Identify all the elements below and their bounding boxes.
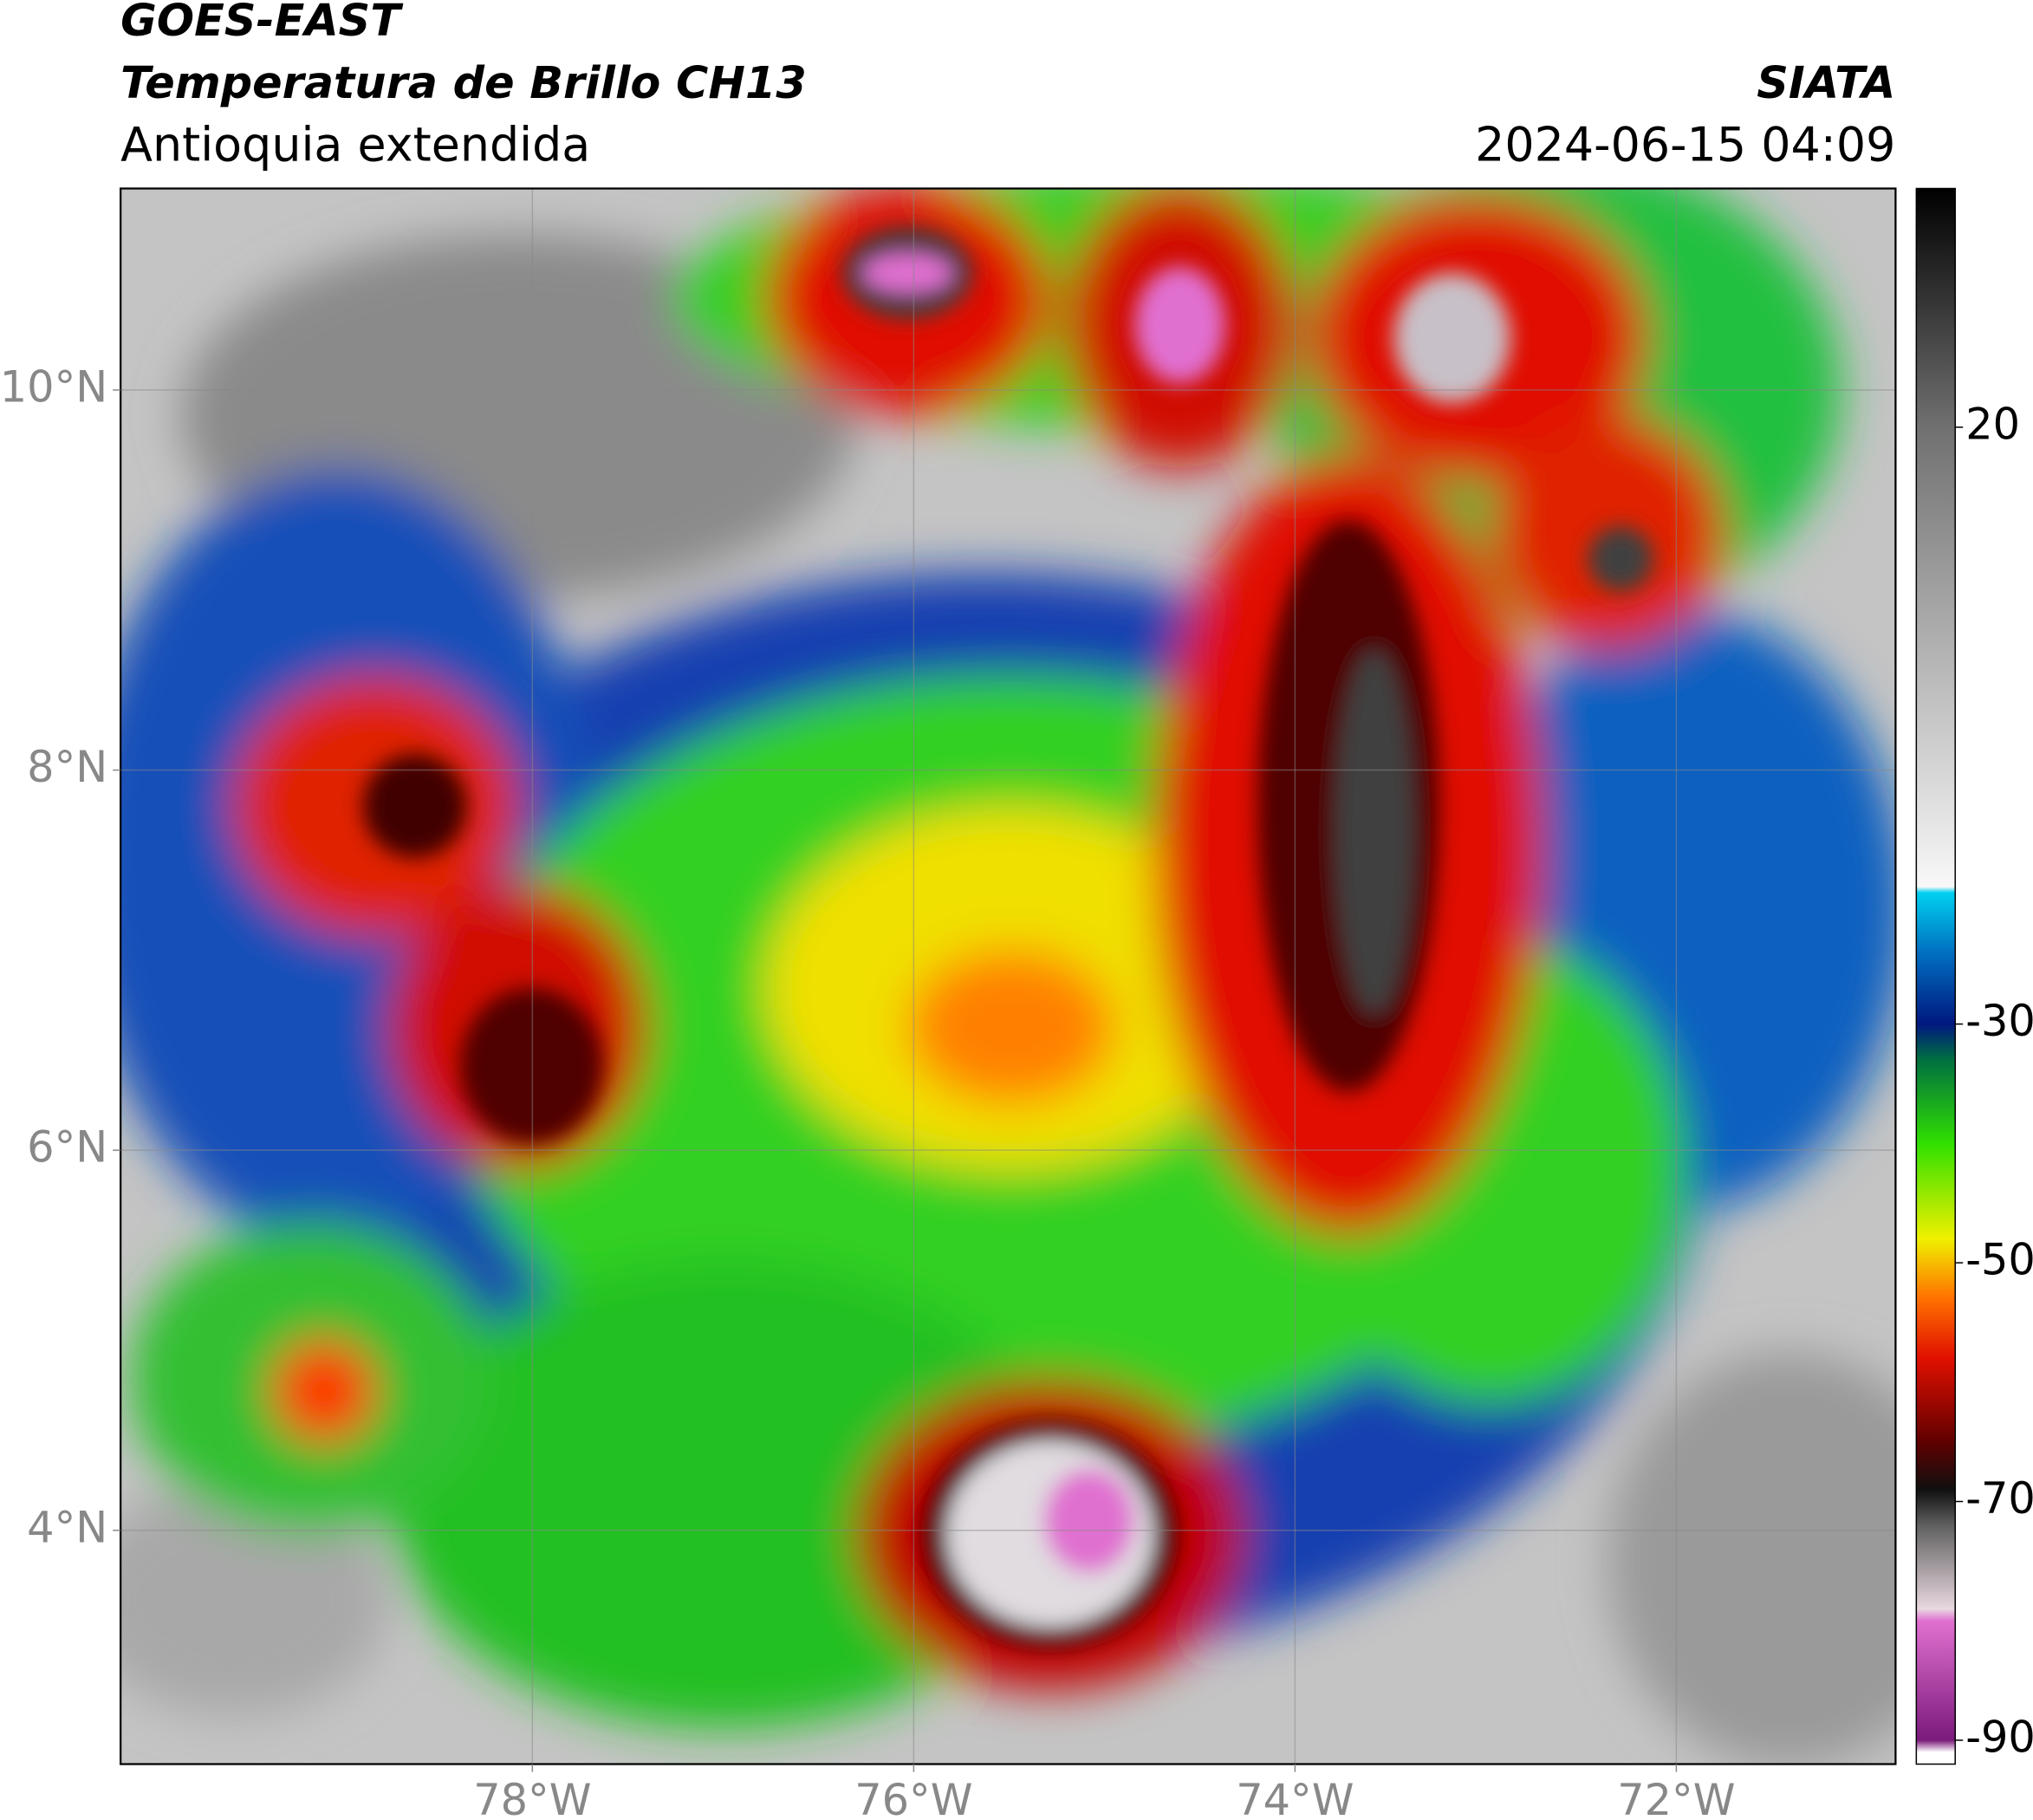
region: Antioquia extendida	[120, 118, 590, 172]
satellite-image	[120, 188, 1896, 1765]
x-tick-label: 76°W	[854, 1775, 972, 1820]
colorbar-tick-label: -50	[1965, 1235, 2033, 1285]
datetime: 2024-06-15 04:09	[1475, 118, 1895, 172]
colorbar-tick-label: 20	[1965, 399, 2020, 449]
colorbar-tick-label: -90	[1965, 1712, 2033, 1762]
y-tick-label: 8°N	[27, 742, 107, 792]
y-tick-label: 10°N	[0, 361, 107, 412]
product: Temperatura de Brillo CH13	[120, 58, 807, 109]
colorbar	[1915, 187, 1956, 1765]
x-tick-label: 74°W	[1236, 1775, 1354, 1820]
source: SIATA	[1757, 58, 1895, 109]
x-tick-label: 78°W	[473, 1775, 591, 1820]
satellite: GOES-EAST	[120, 0, 404, 47]
map-frame	[120, 187, 1897, 1765]
y-tick-label: 4°N	[27, 1502, 107, 1552]
colorbar-tick-label: -30	[1965, 996, 2033, 1046]
x-tick-label: 72°W	[1617, 1775, 1735, 1820]
colorbar-tick-label: -70	[1965, 1473, 2033, 1524]
y-tick-label: 6°N	[27, 1122, 107, 1173]
